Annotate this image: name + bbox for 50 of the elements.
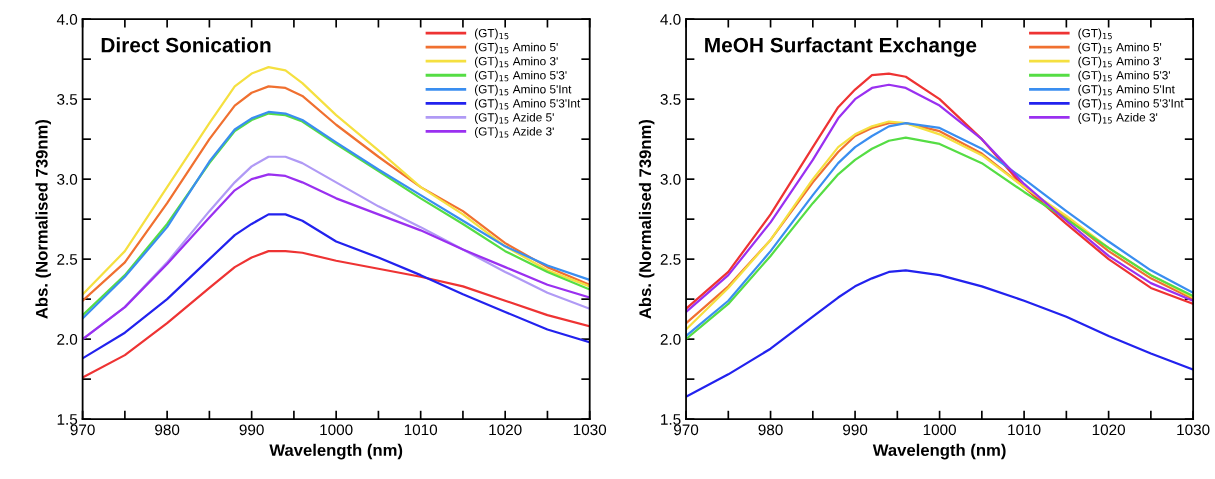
legend-label: (GT)$_{15}$ Amino 5'Int	[1078, 84, 1175, 96]
x-tick-label: 1010	[1008, 424, 1041, 436]
x-tick-label: 990	[843, 424, 868, 436]
x-tick-label: 1010	[404, 424, 438, 436]
y-tick-label: 3.0	[57, 174, 78, 185]
x-tick-label: 970	[70, 424, 95, 436]
x-tick-label: 980	[155, 424, 180, 436]
legend-label: (GT)$_{15}$ Amino 5'3'	[474, 70, 567, 82]
x-axis-title: Wavelength (nm)	[872, 443, 1006, 460]
line-series	[82, 213, 590, 360]
legend-label: (GT)$_{15}$ Amino 3'	[474, 56, 558, 68]
text: MeOH Surfactant Exchange	[705, 37, 977, 57]
y-tick-label: 1.5	[57, 414, 78, 425]
y-tick-label: 1.5	[661, 414, 681, 425]
legend-label: (GT)$_{15}$ Amino 5'3'Int	[474, 98, 581, 110]
legend-label: (GT)$_{15}$	[1078, 28, 1112, 40]
x-tick-label: 980	[758, 424, 783, 436]
legend-label: (GT)$_{15}$ Amino 5'	[1078, 42, 1162, 54]
x-tick-label: 1000	[923, 424, 956, 436]
y-axis-title: Abs. (Normalised 739nm)	[35, 119, 51, 319]
legend-label: (GT)$_{15}$ Amino 5'	[474, 42, 558, 54]
x-tick-label: 1020	[489, 424, 522, 436]
legend-label: (GT)$_{15}$ Azide 3'	[474, 126, 554, 138]
legend-label: (GT)$_{15}$ Amino 5'3'	[1078, 70, 1170, 82]
x-tick-label: 1030	[1177, 424, 1210, 436]
x-tick-label: 1000	[320, 424, 353, 436]
x-tick-label: 970	[674, 424, 699, 436]
legend-label: (GT)$_{15}$	[474, 28, 509, 40]
x-tick-label: 1030	[573, 424, 607, 436]
legend-label: (GT)$_{15}$ Amino 3'	[1078, 56, 1162, 68]
y-tick-label: 3.5	[660, 94, 681, 105]
y-tick-label: 3.5	[57, 94, 78, 105]
y-tick-label: 2.0	[57, 334, 78, 345]
line-series	[686, 269, 1194, 398]
y-axis-title: Abs. (Normalised 739nm)	[638, 119, 655, 319]
y-tick-label: 4.0	[56, 14, 78, 25]
y-tick-label: 2.0	[660, 334, 681, 345]
legend-label: (GT)$_{15}$ Amino 5'3'Int	[1078, 98, 1184, 110]
line-series	[82, 250, 590, 379]
legend-label: (GT)$_{15}$ Azide 3'	[1078, 112, 1158, 124]
y-tick-label: 2.5	[57, 254, 78, 265]
x-tick-label: 1020	[1092, 424, 1126, 436]
y-tick-label: 3.0	[660, 174, 681, 185]
y-tick-label: 4.0	[660, 14, 681, 25]
x-axis-title: Wavelength (nm)	[269, 443, 403, 460]
text: Direct Sonication	[101, 37, 271, 53]
legend-label: (GT)$_{15}$ Azide 5'	[474, 112, 554, 124]
x-tick-label: 990	[239, 424, 264, 436]
y-tick-label: 2.5	[660, 254, 681, 265]
legend-label: (GT)$_{15}$ Amino 5'Int	[474, 84, 572, 96]
